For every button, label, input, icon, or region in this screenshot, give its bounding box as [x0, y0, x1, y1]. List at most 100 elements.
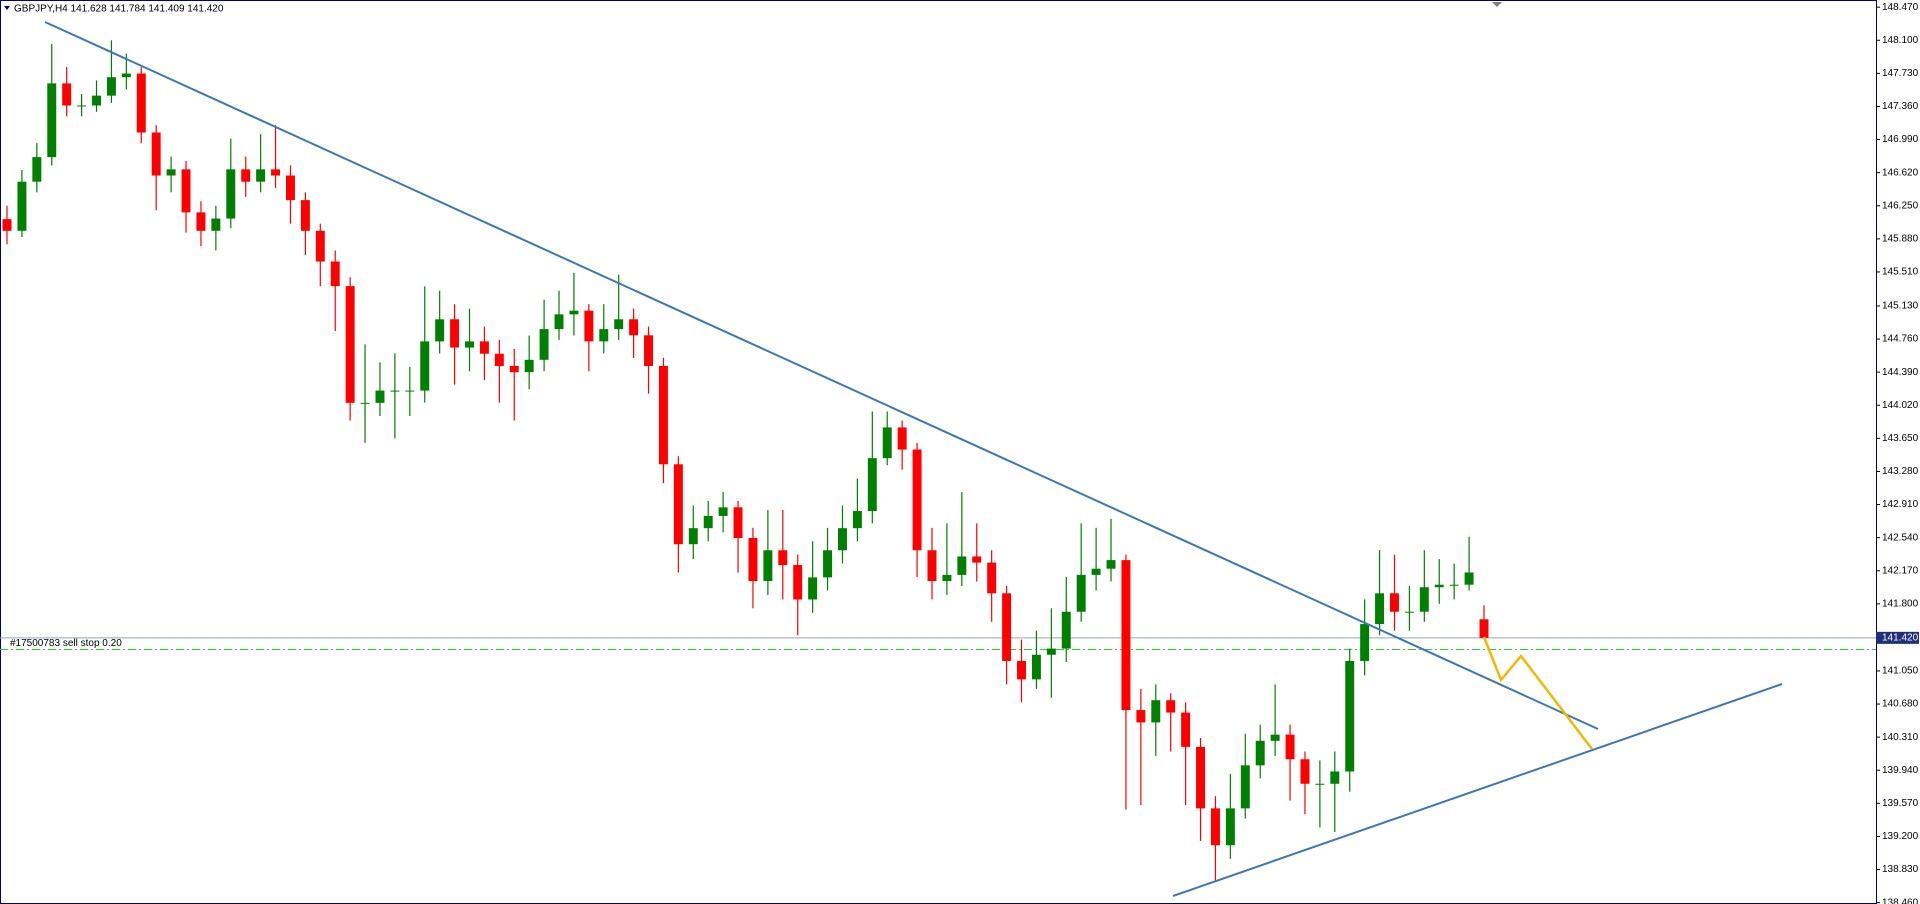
chart-title: GBPJPY,H4 141.628 141.784 141.409 141.42…: [14, 4, 224, 15]
candle-body: [614, 319, 624, 330]
y-tick-label: 144.390: [1882, 367, 1919, 378]
candle-body: [181, 169, 191, 213]
y-tick-label: 144.020: [1882, 400, 1919, 411]
candle-body: [942, 574, 952, 582]
candle-body: [927, 550, 937, 582]
candle-body: [420, 341, 430, 391]
shift-marker: [1492, 2, 1502, 7]
candle-body: [673, 464, 683, 545]
candle-body: [330, 261, 340, 287]
candle-body: [92, 95, 101, 106]
y-tick-label: 141.800: [1882, 599, 1919, 610]
candle-body: [106, 77, 116, 96]
candle-body: [450, 319, 460, 348]
candle-body: [1061, 611, 1071, 649]
candle-body: [972, 556, 982, 563]
y-tick-label: 140.310: [1882, 732, 1919, 743]
marks: #17500783 sell stop 0.20: [0, 40, 1876, 882]
candle-body: [1151, 700, 1161, 723]
candle-body: [1330, 771, 1340, 784]
candle-body: [360, 402, 370, 404]
y-tick-label: 143.650: [1882, 433, 1919, 444]
candle-body: [1479, 619, 1489, 638]
candle-body: [226, 169, 236, 219]
candle-body: [733, 507, 743, 539]
trendline-down: [44, 21, 1599, 730]
candle-body: [1076, 574, 1086, 612]
candle-body: [644, 335, 654, 366]
candle-body: [17, 181, 27, 231]
candle-body: [837, 528, 847, 551]
y-tick-label: 141.050: [1882, 666, 1919, 677]
y-tick-label: 147.730: [1882, 68, 1919, 79]
candle-body: [315, 230, 325, 262]
y-tick-label: 146.620: [1882, 167, 1919, 178]
y-tick-label: 146.250: [1882, 200, 1919, 211]
candle-body: [569, 310, 579, 315]
candle-body: [151, 132, 161, 176]
candle-body: [390, 390, 400, 392]
candle-body: [1002, 593, 1012, 661]
candle-body: [1390, 593, 1399, 612]
candle-body: [241, 169, 251, 182]
candle-body: [1091, 568, 1101, 575]
candle-body: [285, 175, 295, 201]
candle-body: [987, 562, 997, 594]
candle-body: [599, 329, 609, 342]
candle-body: [479, 341, 489, 354]
candle-body: [1225, 808, 1235, 846]
y-tick-label: 143.280: [1882, 466, 1919, 477]
candle-body: [897, 427, 907, 450]
y-tick-label: 138.460: [1882, 897, 1919, 904]
y-tick-label: 139.940: [1882, 765, 1919, 776]
candle-body: [47, 83, 57, 158]
y-tick-label: 142.170: [1882, 565, 1919, 576]
candle-body: [658, 365, 668, 465]
candle-body: [1210, 808, 1220, 846]
candle-body: [1121, 560, 1131, 711]
candle-body: [882, 427, 892, 459]
candle-body: [539, 329, 549, 360]
candle-body: [509, 365, 519, 373]
candle-body: [1300, 759, 1310, 784]
candle-body: [77, 105, 87, 107]
candle-body: [1031, 654, 1041, 680]
candle-body: [1464, 572, 1474, 585]
candle-body: [1240, 765, 1250, 809]
candle-body: [1166, 700, 1176, 713]
candle-body: [852, 510, 862, 529]
candle-body: [793, 565, 803, 600]
candle-body: [1449, 584, 1459, 586]
y-tick-label: 140.680: [1882, 699, 1919, 710]
candle-body: [300, 200, 310, 231]
candle-body: [1404, 611, 1414, 613]
candle-body: [196, 212, 206, 231]
y-tick-label: 139.200: [1882, 831, 1919, 842]
candle-body: [823, 550, 833, 578]
candle-body: [1285, 734, 1295, 760]
candle-body: [2, 219, 12, 231]
candle-body: [62, 83, 72, 106]
y-tick-label: 145.510: [1882, 267, 1919, 278]
candle-body: [1315, 783, 1325, 785]
order-label: #17500783 sell stop 0.20: [10, 638, 122, 649]
candle-body: [1046, 648, 1056, 655]
projection-path: [1482, 636, 1593, 750]
trendline-up: [1172, 683, 1783, 897]
y-tick-label: 142.910: [1882, 499, 1919, 510]
y-tick-label: 138.830: [1882, 864, 1919, 875]
candle-body: [778, 550, 788, 566]
y-tick-label: 146.990: [1882, 134, 1919, 145]
candle-body: [1136, 710, 1146, 723]
candle-body: [1196, 746, 1206, 809]
candle-body: [435, 319, 445, 342]
candle-body: [718, 507, 728, 516]
candle-body: [763, 550, 773, 582]
candle-body: [1255, 740, 1265, 766]
current-price-box: [1876, 631, 1919, 644]
y-tick-label: 148.100: [1882, 35, 1919, 46]
candle-body: [554, 314, 564, 330]
candle-body: [524, 359, 534, 373]
